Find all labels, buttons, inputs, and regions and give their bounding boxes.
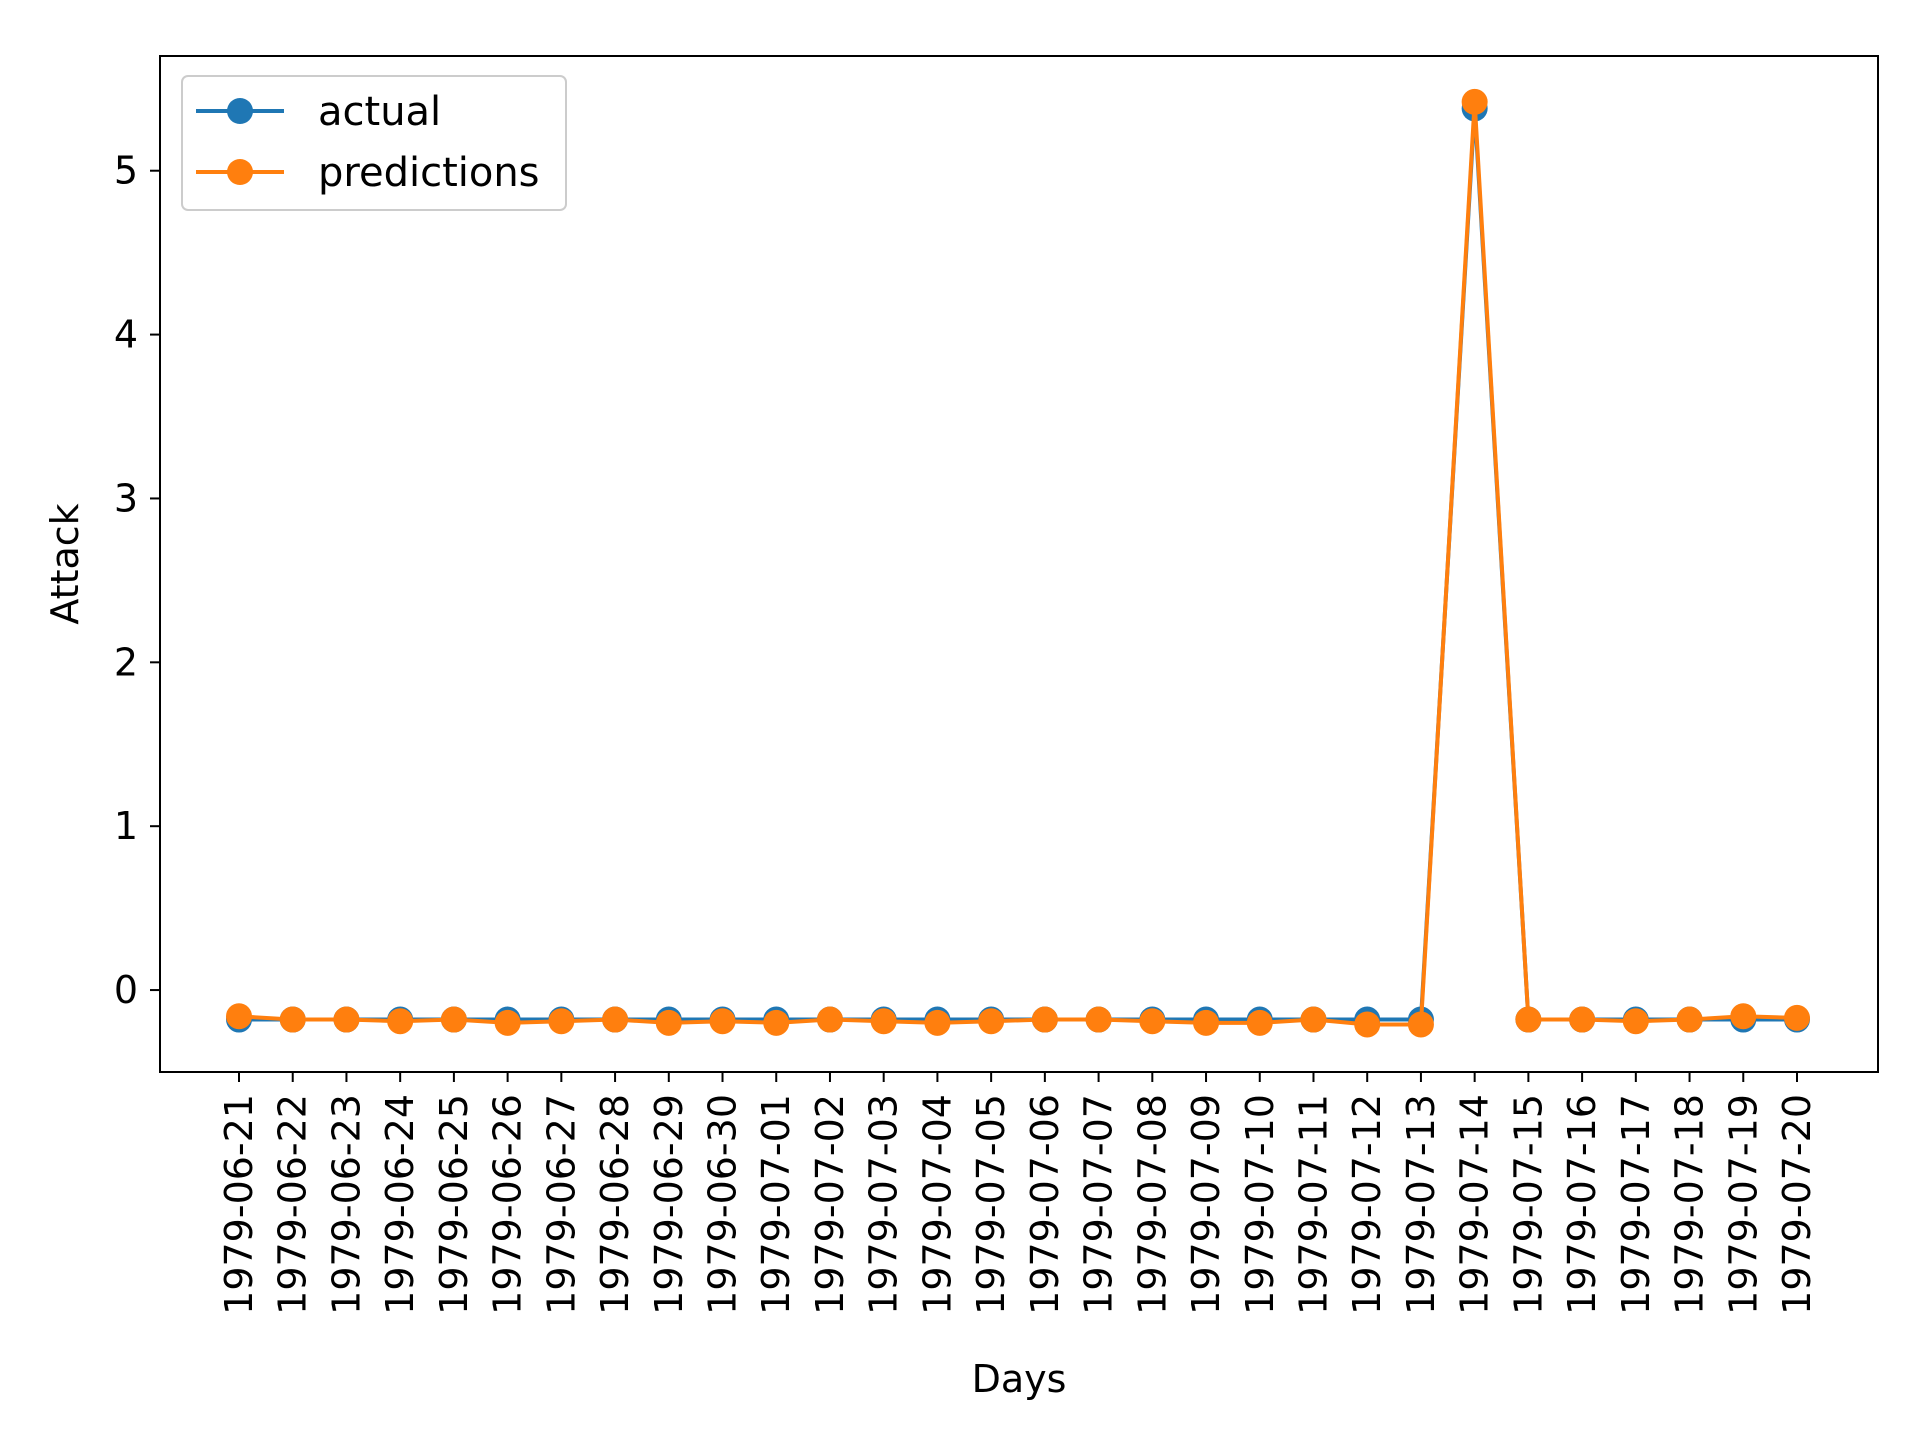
series-predictions <box>226 88 1810 1038</box>
data-point-predictions <box>763 1009 790 1036</box>
data-point-predictions <box>1193 1009 1220 1036</box>
y-tick-label: 4 <box>114 313 138 357</box>
x-tick-label: 1979-07-04 <box>915 1094 959 1315</box>
legend-marker-predictions <box>227 159 253 185</box>
x-tick-label: 1979-07-06 <box>1023 1094 1067 1315</box>
data-point-predictions <box>279 1006 306 1033</box>
data-point-predictions <box>1354 1011 1381 1038</box>
data-point-predictions <box>1407 1011 1434 1038</box>
x-tick-label: 1979-07-17 <box>1614 1094 1658 1315</box>
data-point-predictions <box>924 1009 951 1036</box>
x-axis-label: Days <box>972 1357 1067 1401</box>
data-point-predictions <box>440 1006 467 1033</box>
data-point-predictions <box>387 1008 414 1035</box>
x-tick-label: 1979-07-11 <box>1291 1094 1335 1315</box>
x-tick-label: 1979-06-30 <box>701 1094 745 1315</box>
x-tick-label: 1979-07-19 <box>1721 1094 1765 1315</box>
y-tick-label: 0 <box>114 968 138 1012</box>
data-point-predictions <box>333 1006 360 1033</box>
x-tick-label: 1979-07-15 <box>1506 1094 1550 1315</box>
x-tick-label: 1979-07-08 <box>1130 1094 1174 1315</box>
data-point-predictions <box>978 1008 1005 1035</box>
data-point-predictions <box>226 1003 252 1030</box>
x-tick-label: 1979-07-10 <box>1238 1094 1282 1315</box>
data-point-predictions <box>1676 1006 1703 1033</box>
x-tick-label: 1979-06-23 <box>324 1094 368 1315</box>
x-tick-label: 1979-06-22 <box>271 1094 315 1315</box>
x-tick-label: 1979-07-02 <box>808 1094 852 1315</box>
data-point-predictions <box>1461 88 1488 115</box>
y-tick-label: 5 <box>114 149 138 193</box>
data-point-predictions <box>1300 1006 1327 1033</box>
x-tick-label: 1979-07-20 <box>1775 1094 1819 1315</box>
legend-label-predictions: predictions <box>318 150 540 196</box>
x-tick-label: 1979-06-27 <box>539 1094 583 1315</box>
data-point-predictions <box>602 1006 629 1033</box>
x-tick-label: 1979-07-01 <box>754 1094 798 1315</box>
legend-marker-actual <box>227 98 253 124</box>
data-point-predictions <box>1085 1006 1112 1033</box>
x-tick-label: 1979-07-16 <box>1560 1094 1604 1315</box>
data-point-predictions <box>548 1008 575 1035</box>
x-tick-label: 1979-07-05 <box>969 1094 1013 1315</box>
x-tick-label: 1979-07-03 <box>862 1094 906 1315</box>
x-tick-label: 1979-06-25 <box>432 1094 476 1315</box>
y-tick-label: 1 <box>114 804 138 848</box>
x-tick-label: 1979-06-26 <box>486 1094 530 1315</box>
x-tick-label: 1979-06-28 <box>593 1094 637 1315</box>
y-axis-label: Attack <box>43 503 87 624</box>
x-axis-ticks: 1979-06-21 1979-06-22 1979-06-23 1979-06-24… <box>217 1072 1819 1315</box>
data-point-predictions <box>494 1009 521 1036</box>
y-tick-label: 3 <box>114 476 138 520</box>
x-tick-label: 1979-07-13 <box>1399 1094 1443 1315</box>
data-point-predictions <box>1569 1006 1596 1033</box>
axes-frame <box>159 55 1879 1073</box>
x-tick-label: 1979-06-21 <box>217 1094 261 1315</box>
data-point-predictions <box>1031 1006 1058 1033</box>
legend-label-actual: actual <box>318 89 441 135</box>
data-point-predictions <box>1622 1008 1649 1035</box>
legend: actual predictions <box>181 75 567 211</box>
data-point-predictions <box>1730 1003 1757 1030</box>
y-tick-label: 2 <box>114 640 138 684</box>
data-point-predictions <box>1784 1004 1810 1031</box>
x-tick-label: 1979-07-18 <box>1668 1094 1712 1315</box>
x-tick-label: 1979-06-29 <box>647 1094 691 1315</box>
data-point-predictions <box>1515 1006 1542 1033</box>
x-tick-label: 1979-07-09 <box>1184 1094 1228 1315</box>
y-axis-ticks: 0 1 2 3 4 5 <box>114 149 160 1012</box>
data-point-predictions <box>1246 1009 1273 1036</box>
x-tick-label: 1979-07-12 <box>1345 1094 1389 1315</box>
x-tick-label: 1979-07-14 <box>1453 1094 1497 1315</box>
x-tick-label: 1979-06-24 <box>378 1094 422 1315</box>
data-point-predictions <box>870 1008 897 1035</box>
plot-area <box>226 88 1810 1038</box>
data-point-predictions <box>709 1008 736 1035</box>
x-tick-label: 1979-07-07 <box>1077 1094 1121 1315</box>
data-point-predictions <box>816 1006 843 1033</box>
data-point-predictions <box>1139 1008 1166 1035</box>
data-point-predictions <box>655 1009 682 1036</box>
